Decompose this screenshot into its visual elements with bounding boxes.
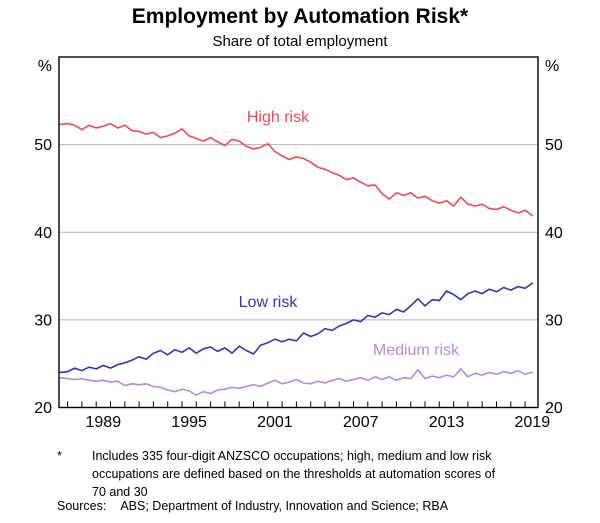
x-axis-label: 2019 [515, 414, 551, 431]
y-axis-label-left: 50 [34, 137, 52, 154]
sources-label: Sources: [57, 499, 107, 513]
y-axis-label-left: 30 [34, 312, 52, 329]
y-axis-unit-left: % [38, 58, 52, 75]
series-line-high-risk [59, 122, 534, 217]
sources-text: ABS; Department of Industry, Innovation … [120, 499, 449, 513]
footnote-marker: * [57, 449, 62, 463]
y-axis-label-right: 50 [545, 137, 563, 154]
y-axis-label-right: 20 [545, 400, 563, 417]
series-label-high-risk: High risk [247, 109, 310, 126]
series-label-medium-risk: Medium risk [373, 342, 460, 359]
y-axis-label-right: 30 [545, 312, 563, 329]
series-label-low-risk: Low risk [239, 294, 299, 311]
series-line-medium-risk [59, 368, 534, 397]
x-axis-label: 2013 [429, 414, 465, 431]
y-axis-label-left: 40 [34, 225, 52, 242]
x-axis-label: 1989 [86, 414, 122, 431]
sources-line: Sources: ABS; Department of Industry, Inn… [57, 499, 448, 513]
chart-subtitle: Share of total employment [212, 33, 388, 50]
footnote: * Includes 335 four-digit ANZSCO occupat… [57, 447, 510, 501]
y-axis-label-right: 40 [545, 225, 563, 242]
chart-title: Employment by Automation Risk* [131, 5, 469, 28]
plot-border [58, 56, 539, 409]
series-line-low-risk [59, 282, 534, 374]
footnote-text: Includes 335 four-digit ANZSCO occupatio… [92, 449, 496, 499]
x-axis-label: 2001 [257, 414, 293, 431]
y-axis-label-left: 20 [34, 400, 52, 417]
chart-canvas: 20 20 30 30 40 40 50 50% % 1989 1995 2001 2007 2013 20… [34, 56, 563, 431]
x-axis-label: 2007 [343, 414, 379, 431]
x-axis-label: 1995 [171, 414, 207, 431]
y-axis-unit-right: % [545, 58, 559, 75]
